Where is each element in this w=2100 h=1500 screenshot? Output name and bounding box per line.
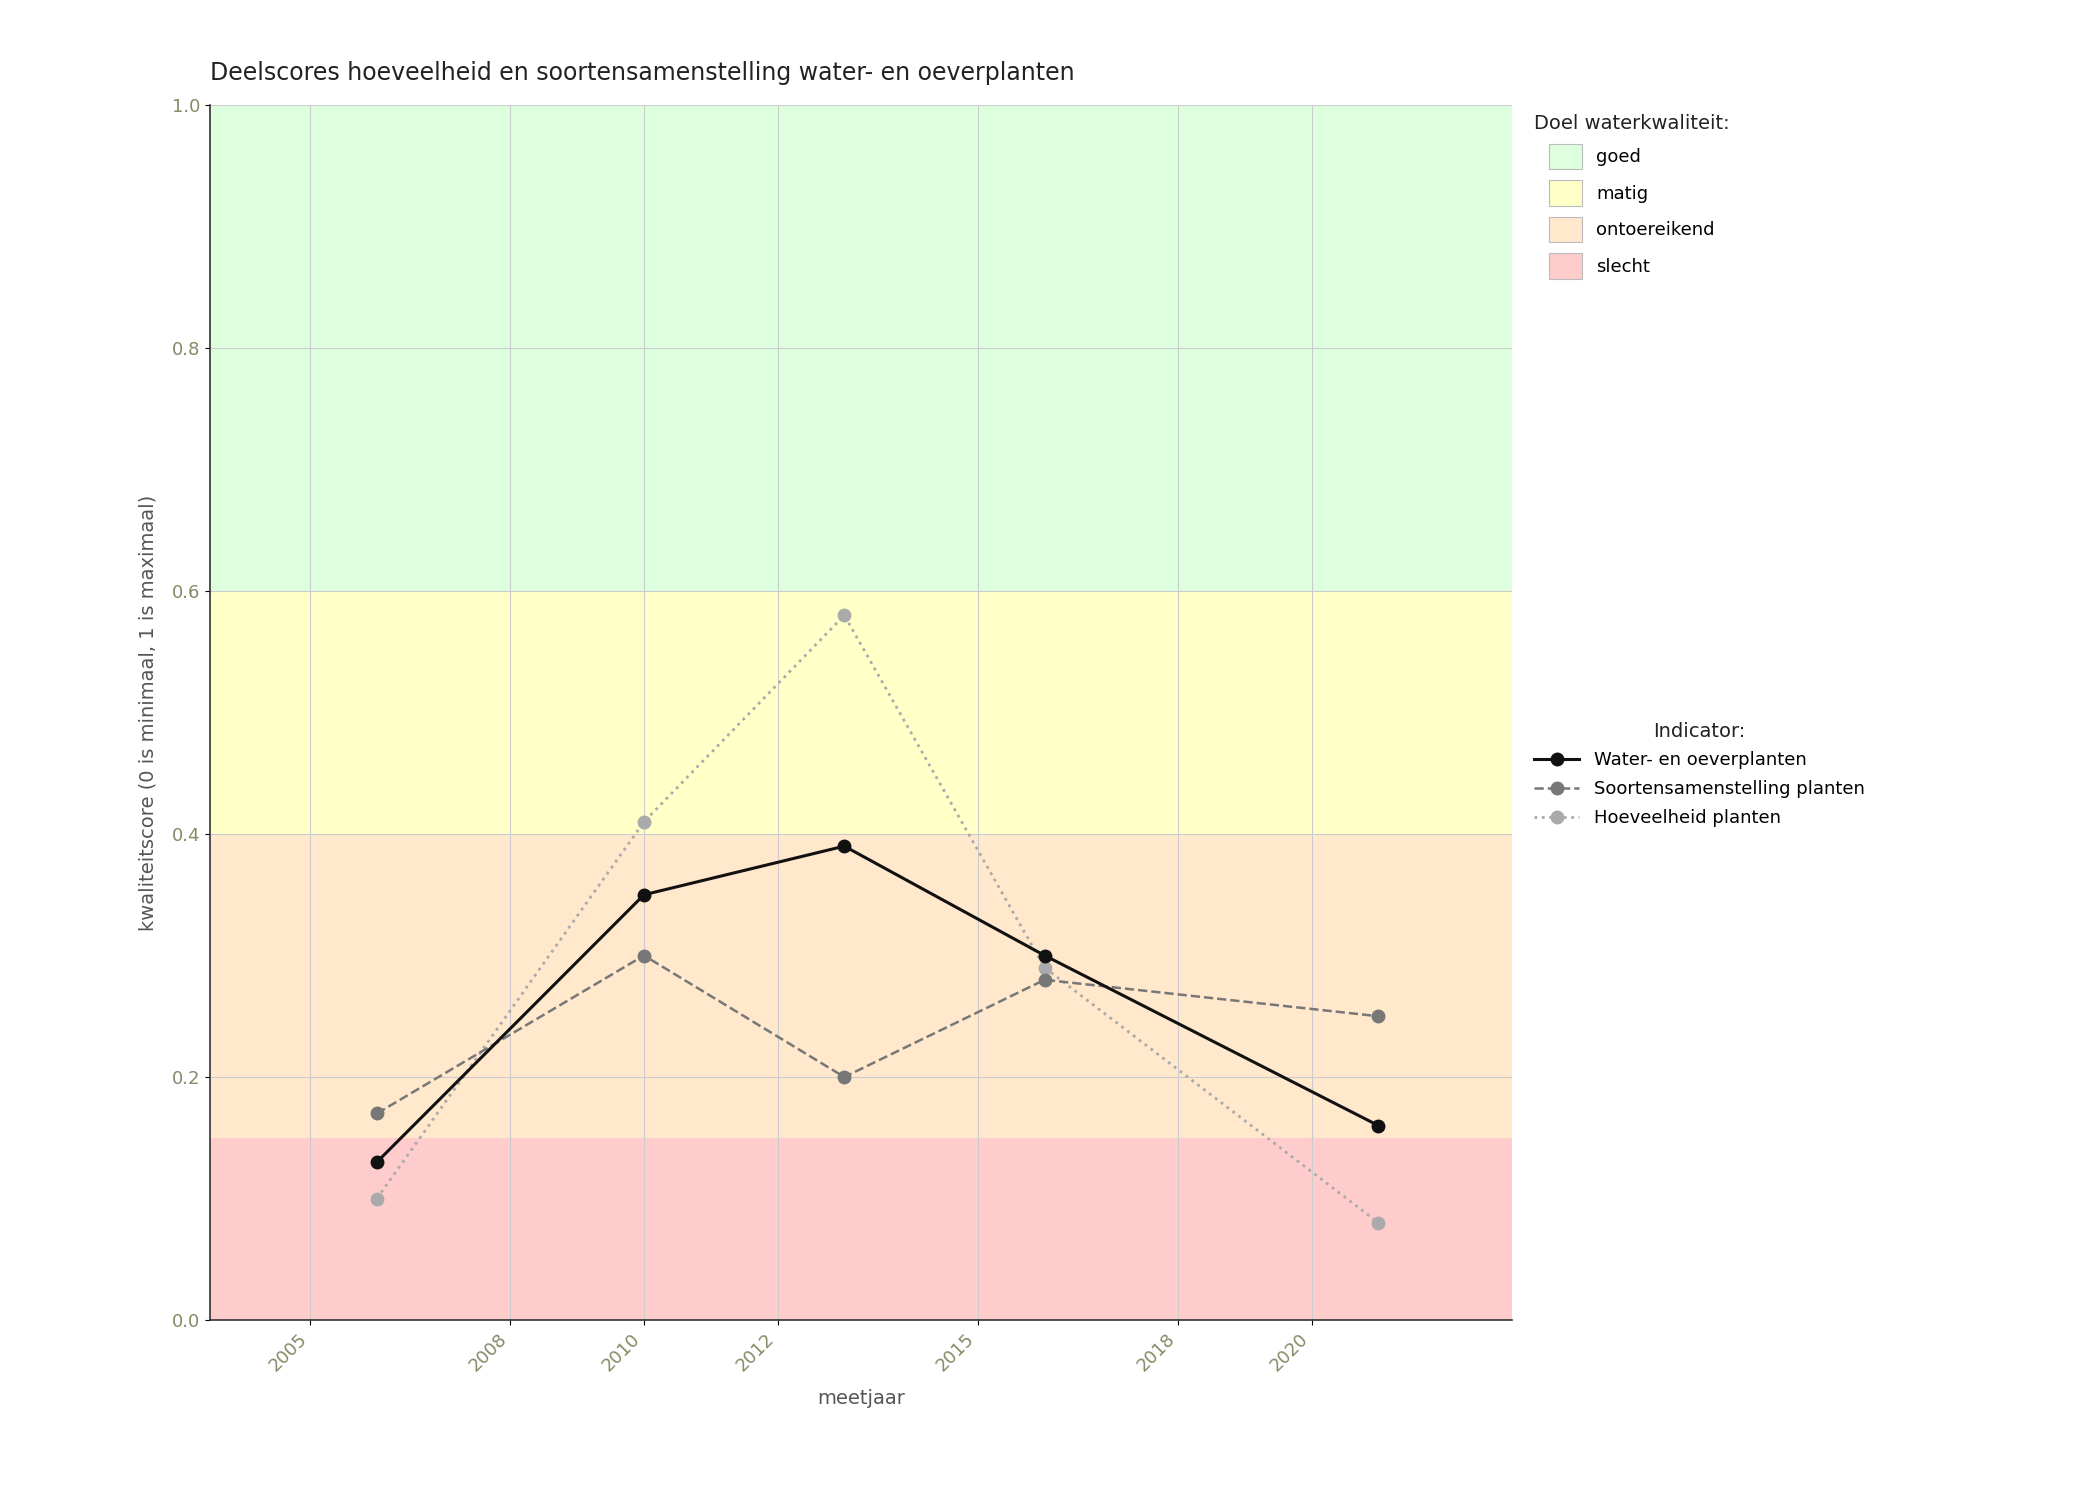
Bar <box>210 834 1512 1137</box>
Legend: Water- en oeverplanten, Soortensamenstelling planten, Hoeveelheid planten: Water- en oeverplanten, Soortensamenstel… <box>1533 722 1865 827</box>
Bar <box>210 591 1512 834</box>
Bar <box>210 105 1512 591</box>
X-axis label: meetjaar: meetjaar <box>817 1389 905 1407</box>
Text: Deelscores hoeveelheid en soortensamenstelling water- en oeverplanten: Deelscores hoeveelheid en soortensamenst… <box>210 62 1075 86</box>
Y-axis label: kwaliteitscore (0 is minimaal, 1 is maximaal): kwaliteitscore (0 is minimaal, 1 is maxi… <box>139 495 157 930</box>
Bar <box>210 1137 1512 1320</box>
